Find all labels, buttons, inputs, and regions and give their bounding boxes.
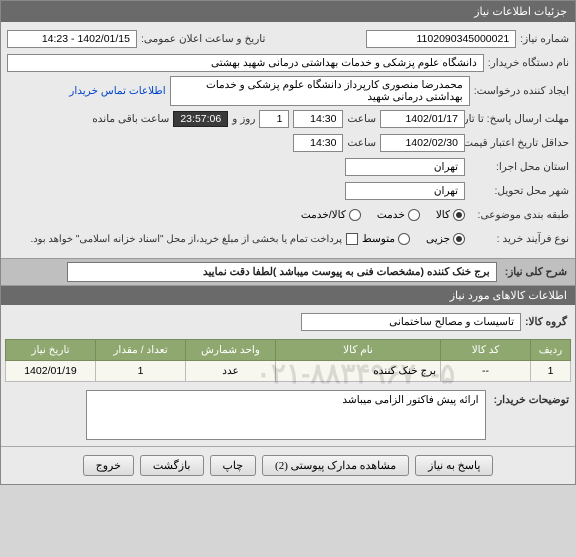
cell-row: 1	[531, 361, 571, 382]
button-bar: پاسخ به نیاز مشاهده مدارک پیوستی (2) چاپ…	[1, 446, 575, 484]
attachments-button[interactable]: مشاهده مدارک پیوستی (2)	[262, 455, 409, 476]
radio-partial[interactable]: جزیی	[426, 233, 465, 245]
announce-value: 1402/01/15 - 14:23	[7, 30, 137, 48]
deadline-date: 1402/01/17	[380, 110, 465, 128]
back-button[interactable]: بازگشت	[140, 455, 204, 476]
exit-button[interactable]: خروج	[83, 455, 134, 476]
desc-value: برج خنک کننده (مشخصات فنی به پیوست میباش…	[67, 262, 497, 282]
buyer-notes-label: توضیحات خریدار:	[494, 390, 569, 406]
announce-label: تاریخ و ساعت اعلان عمومی:	[141, 33, 265, 45]
cell-code: --	[441, 361, 531, 382]
deadline-label: مهلت ارسال پاسخ: تا تاریخ:	[469, 113, 569, 125]
buytype-label: نوع فرآیند خرید :	[469, 233, 569, 245]
table-header-row: ردیف کد کالا نام کالا واحد شمارش تعداد /…	[6, 340, 571, 361]
th-date: تاریخ نیاز	[6, 340, 96, 361]
radio-both[interactable]: کالا/خدمت	[301, 209, 361, 221]
buyer-label: نام دستگاه خریدار:	[488, 57, 569, 69]
radio-service-label: خدمت	[377, 209, 405, 221]
radio-partial-label: جزیی	[426, 233, 450, 245]
th-code: کد کالا	[441, 340, 531, 361]
days-suffix: روز و	[232, 113, 255, 125]
deadline-time: 14:30	[293, 110, 343, 128]
category-label: طبقه بندی موضوعی:	[469, 209, 569, 221]
respond-button[interactable]: پاسخ به نیاز	[415, 455, 493, 476]
goods-table: ردیف کد کالا نام کالا واحد شمارش تعداد /…	[5, 339, 571, 382]
exec-city-value: تهران	[345, 158, 465, 176]
radio-service[interactable]: خدمت	[377, 209, 420, 221]
time-word-2: ساعت	[347, 137, 376, 149]
panel-title: جزئیات اطلاعات نیاز	[1, 1, 575, 22]
treasury-note: پرداخت تمام یا بخشی از مبلغ خرید،از محل …	[30, 234, 342, 245]
days-count: 1	[259, 110, 289, 128]
time-word-1: ساعت	[347, 113, 376, 125]
th-unit: واحد شمارش	[186, 340, 276, 361]
creator-value: محمدرضا منصوری کارپرداز دانشگاه علوم پزش…	[170, 76, 470, 106]
valid-label: حداقل تاریخ اعتبار قیمت: تا تاریخ:	[469, 137, 569, 149]
radio-goods[interactable]: کالا	[436, 209, 465, 221]
countdown: 23:57:06	[173, 111, 228, 127]
cell-name: برج خنک کننده	[276, 361, 441, 382]
deliv-city-label: شهر محل تحویل:	[469, 185, 569, 197]
print-button[interactable]: چاپ	[210, 455, 257, 476]
remain-suffix: ساعت باقی مانده	[92, 113, 169, 125]
cell-qty: 1	[96, 361, 186, 382]
cell-unit: عدد	[186, 361, 276, 382]
creator-label: ایجاد کننده درخواست:	[474, 85, 569, 97]
desc-label: شرح کلی نیاز:	[505, 266, 567, 278]
th-qty: تعداد / مقدار	[96, 340, 186, 361]
valid-date: 1402/02/30	[380, 134, 465, 152]
buyer-value: دانشگاه علوم پزشکی و خدمات بهداشتی درمان…	[7, 54, 484, 72]
valid-time: 14:30	[293, 134, 343, 152]
radio-goods-label: کالا	[436, 209, 450, 221]
treasury-checkbox[interactable]	[346, 233, 358, 245]
need-no-label: شماره نیاز:	[520, 33, 569, 45]
radio-medium-label: متوسط	[362, 233, 395, 245]
goods-group-label: گروه کالا:	[525, 316, 567, 328]
goods-header: اطلاعات کالاهای مورد نیاز	[1, 286, 575, 305]
exec-city-label: استان محل اجرا:	[469, 161, 569, 173]
goods-group-value: تاسیسات و مصالح ساختمانی	[301, 313, 521, 331]
deliv-city-value: تهران	[345, 182, 465, 200]
buytype-radios: جزیی متوسط	[362, 233, 465, 245]
radio-medium[interactable]: متوسط	[362, 233, 410, 245]
cell-date: 1402/01/19	[6, 361, 96, 382]
contact-link[interactable]: اطلاعات تماس خریدار	[69, 85, 165, 97]
buyer-notes-value	[86, 390, 486, 440]
radio-both-label: کالا/خدمت	[301, 209, 346, 221]
th-name: نام کالا	[276, 340, 441, 361]
th-row: ردیف	[531, 340, 571, 361]
category-radios: کالا خدمت کالا/خدمت	[301, 209, 465, 221]
need-no-value: 1102090345000021	[366, 30, 516, 48]
table-row[interactable]: 1 -- برج خنک کننده عدد 1 1402/01/19	[6, 361, 571, 382]
